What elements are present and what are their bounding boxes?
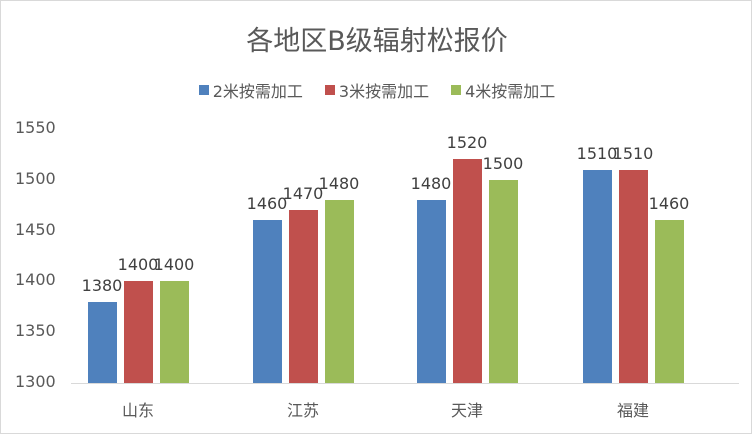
legend-label: 4米按需加工 xyxy=(465,82,556,101)
x-category-label: 江苏 xyxy=(286,401,319,420)
bar xyxy=(252,220,282,383)
y-tick-label: 1450 xyxy=(15,219,56,239)
x-category-label: 山东 xyxy=(121,401,154,420)
data-label: 1510 xyxy=(576,143,618,163)
legend-swatch-icon xyxy=(198,85,209,95)
bar xyxy=(582,169,612,383)
y-tick-label: 1400 xyxy=(15,270,56,290)
data-label: 1400 xyxy=(117,255,159,275)
legend-swatch-icon xyxy=(451,85,462,95)
chart-legend: 2米按需加工 3米按需加工 4米按需加工 xyxy=(1,78,752,102)
y-tick-label: 1350 xyxy=(15,321,56,341)
bar xyxy=(123,281,153,383)
data-label: 1510 xyxy=(612,143,654,163)
legend-label: 2米按需加工 xyxy=(212,82,303,101)
bar xyxy=(618,169,648,383)
data-label: 1460 xyxy=(246,194,288,214)
x-category-label: 天津 xyxy=(450,401,483,420)
bar xyxy=(288,210,318,383)
data-label: 1500 xyxy=(482,153,524,173)
data-label: 1380 xyxy=(81,275,123,295)
bar xyxy=(452,159,482,383)
legend-item: 3米按需加工 xyxy=(324,78,430,102)
data-label: 1480 xyxy=(410,174,452,194)
y-tick-label: 1550 xyxy=(15,118,56,137)
bar xyxy=(159,281,189,383)
legend-item: 4米按需加工 xyxy=(451,78,555,102)
data-label: 1400 xyxy=(153,255,195,275)
bar xyxy=(488,179,518,383)
data-label: 1460 xyxy=(648,194,690,214)
legend-item: 2米按需加工 xyxy=(198,78,303,102)
legend-label: 3米按需加工 xyxy=(338,82,430,101)
chart-title: 各地区B级辐射松报价 xyxy=(246,26,508,57)
bar xyxy=(416,200,446,383)
bar xyxy=(654,220,684,383)
legend-swatch-icon xyxy=(324,85,335,95)
data-label: 1480 xyxy=(318,174,360,194)
data-label: 1520 xyxy=(446,133,488,153)
x-category-label: 福建 xyxy=(616,401,649,420)
y-tick-label: 1500 xyxy=(15,168,56,188)
data-label: 1470 xyxy=(282,184,324,204)
x-axis-line xyxy=(71,383,739,384)
y-tick-label: 1300 xyxy=(15,372,56,391)
bar xyxy=(324,200,354,383)
bar xyxy=(87,301,117,383)
